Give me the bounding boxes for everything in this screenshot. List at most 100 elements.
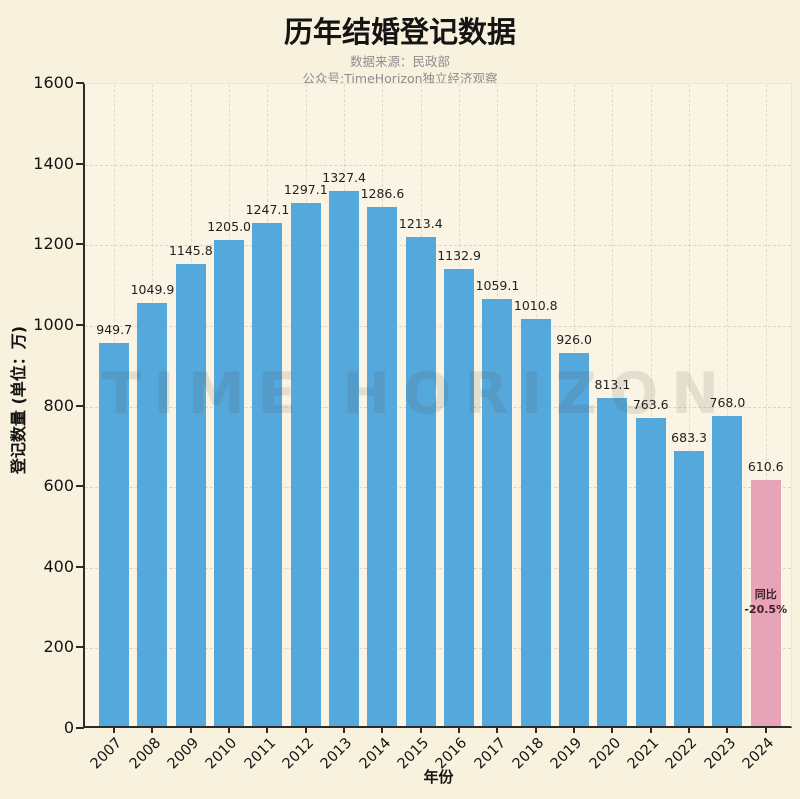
gridline-x-2024 bbox=[765, 84, 767, 726]
subtitle-account: 公众号:TimeHorizon独立经济观察 bbox=[302, 71, 498, 86]
subtitle-source: 数据来源：民政部 bbox=[349, 54, 450, 69]
grid-layer bbox=[85, 84, 791, 726]
bar-2014 bbox=[367, 207, 398, 726]
bar-slot-2011: 1247.1 2011 bbox=[241, 84, 289, 772]
y-tick-label-1400: 1400 bbox=[33, 153, 74, 173]
x-tick-mark-2019 bbox=[573, 726, 576, 733]
value-label-2016: 1132.9 bbox=[437, 248, 481, 264]
gridline-y-400 bbox=[85, 567, 791, 569]
x-tick-mark-2012 bbox=[304, 726, 307, 733]
y-tick-label-200: 200 bbox=[43, 637, 74, 657]
bar-2019 bbox=[559, 352, 590, 726]
bar-2017 bbox=[482, 299, 513, 726]
y-tick-mark-1400 bbox=[76, 162, 84, 165]
value-label-2012: 1297.1 bbox=[283, 182, 328, 198]
bar-2009 bbox=[175, 264, 206, 726]
bar-slot-2024: 同比 -20.5% 610.6 2024 bbox=[740, 84, 787, 772]
gridline-y-1400 bbox=[85, 164, 791, 166]
bar-slot-2009: 1145.8 2009 bbox=[165, 84, 213, 772]
gridline-y-800 bbox=[85, 406, 791, 408]
x-tick-mark-2023 bbox=[726, 726, 729, 733]
bars-container: 949.7 2007 1049.9 2008 1145.8 2009 1205.0 2010 1… bbox=[85, 84, 791, 772]
x-tick-mark-2017 bbox=[496, 726, 499, 733]
bar-slot-2019: 926.0 2019 bbox=[548, 84, 593, 772]
bar-2010 bbox=[214, 240, 245, 726]
x-tick-mark-2015 bbox=[419, 726, 422, 733]
bar-2023 bbox=[712, 416, 743, 726]
bar-slot-2012: 1297.1 2012 bbox=[280, 84, 328, 772]
x-tick-mark-2018 bbox=[534, 726, 537, 733]
x-tick-mark-2014 bbox=[381, 726, 384, 733]
value-label-2023: 768.0 bbox=[709, 395, 746, 411]
value-label-2020: 813.1 bbox=[594, 377, 631, 393]
bar-2007 bbox=[99, 343, 130, 726]
bar-slot-2007: 949.7 2007 bbox=[88, 84, 133, 772]
gridline-x-2021 bbox=[650, 84, 652, 726]
bar-2013 bbox=[329, 190, 360, 726]
value-label-2014: 1286.6 bbox=[360, 186, 405, 202]
chart-title: 历年结婚登记数据 bbox=[283, 15, 516, 49]
bar-slot-2022: 683.3 2022 bbox=[663, 84, 708, 772]
y-tick-label-1000: 1000 bbox=[33, 314, 74, 334]
y-tick-mark-600 bbox=[76, 485, 84, 488]
x-axis-title: 年份 bbox=[423, 768, 454, 786]
value-label-2021: 763.6 bbox=[632, 397, 669, 413]
yoy-annotation-line1: 同比 bbox=[754, 588, 777, 602]
y-tick-label-600: 600 bbox=[43, 476, 74, 496]
gridline-y-200 bbox=[85, 648, 791, 650]
value-label-2018: 1010.8 bbox=[513, 297, 558, 313]
value-label-2019: 926.0 bbox=[556, 331, 592, 347]
value-label-2024: 610.6 bbox=[747, 458, 784, 474]
x-tick-mark-2016 bbox=[458, 726, 461, 733]
y-tick-label-0: 0 bbox=[63, 718, 74, 737]
bar-slot-2018: 1010.8 2018 bbox=[510, 84, 558, 772]
x-tick-mark-2013 bbox=[343, 726, 346, 733]
y-tick-label-400: 400 bbox=[43, 556, 74, 576]
gridline-x-2023 bbox=[727, 84, 729, 726]
bar-slot-2014: 1286.6 2014 bbox=[356, 84, 404, 772]
bar-slot-2013: 1327.4 2013 bbox=[318, 84, 366, 772]
y-tick-mark-800 bbox=[76, 404, 84, 407]
y-tick-mark-400 bbox=[76, 565, 84, 568]
y-tick-label-800: 800 bbox=[43, 395, 74, 415]
value-label-2013: 1327.4 bbox=[322, 169, 366, 185]
gridline-y-1200 bbox=[85, 245, 791, 247]
bar-slot-2017: 1059.1 2017 bbox=[471, 84, 519, 772]
value-label-2009: 1145.8 bbox=[168, 243, 213, 259]
bar-2021 bbox=[635, 418, 666, 726]
y-tick-mark-0 bbox=[76, 727, 84, 729]
bar-slot-2016: 1132.9 2016 bbox=[433, 84, 481, 772]
gridline-y-1000 bbox=[85, 325, 791, 327]
bar-2018 bbox=[520, 318, 551, 726]
x-tick-mark-2007 bbox=[113, 726, 116, 733]
gridline-x-2022 bbox=[689, 84, 691, 726]
bar-2022 bbox=[674, 450, 705, 726]
bar-2016 bbox=[444, 269, 475, 726]
bar-slot-2008: 1049.9 2008 bbox=[126, 84, 174, 772]
x-tick-mark-2024 bbox=[764, 726, 767, 733]
y-tick-label-1600: 1600 bbox=[33, 73, 74, 92]
bar-2008 bbox=[137, 302, 168, 726]
bar-slot-2021: 763.6 2021 bbox=[625, 84, 670, 772]
bar-2024: 同比 -20.5% bbox=[744, 479, 787, 726]
bar-2015 bbox=[405, 236, 436, 726]
value-label-2011: 1247.1 bbox=[245, 202, 290, 218]
y-tick-label-1200: 1200 bbox=[33, 234, 74, 254]
value-label-2010: 1205.0 bbox=[207, 219, 252, 235]
x-tick-mark-2022 bbox=[688, 726, 691, 733]
value-label-2008: 1049.9 bbox=[130, 281, 175, 297]
yoy-annotation-line2: -20.5% bbox=[744, 602, 788, 616]
gridline-y-600 bbox=[85, 487, 791, 489]
x-tick-mark-2008 bbox=[151, 726, 154, 733]
bar-2011 bbox=[252, 223, 283, 726]
x-tick-mark-2011 bbox=[266, 726, 269, 733]
value-label-2022: 683.3 bbox=[671, 429, 707, 445]
x-tick-mark-2009 bbox=[189, 726, 192, 733]
bar-slot-2010: 1205.0 2010 bbox=[203, 84, 252, 772]
y-tick-mark-1000 bbox=[76, 323, 84, 326]
bar-slot-2020: 813.1 2020 bbox=[586, 84, 631, 772]
yoy-annotation: 同比 -20.5% bbox=[744, 588, 787, 618]
bar-2012 bbox=[290, 203, 321, 726]
bar-2020 bbox=[597, 398, 628, 726]
